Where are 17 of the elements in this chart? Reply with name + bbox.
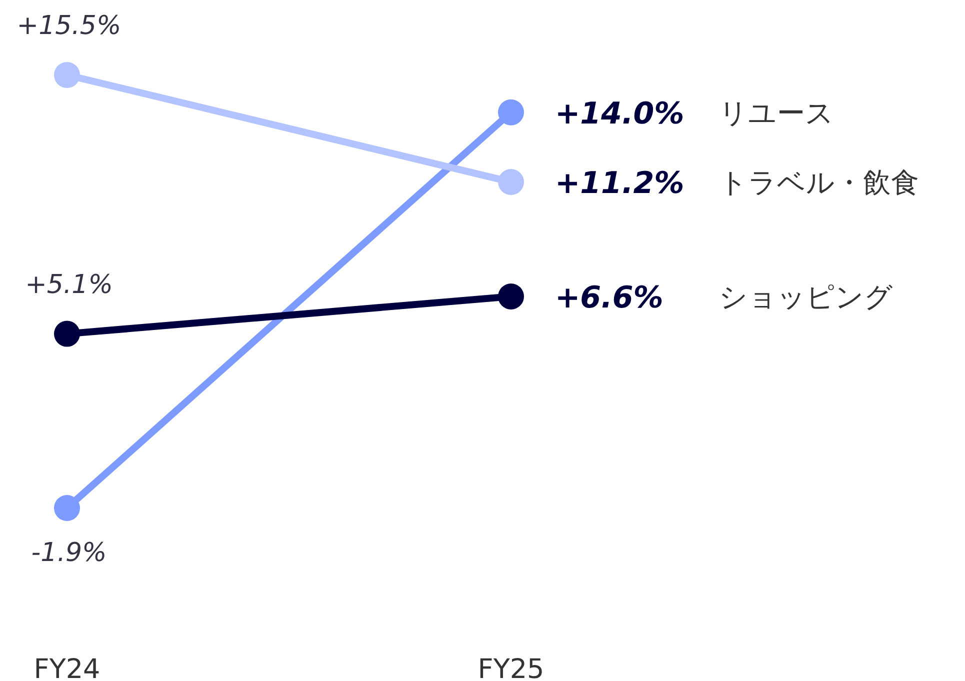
point: [54, 320, 80, 347]
data-label: +11.2%: [555, 166, 684, 202]
data-label: +6.6%: [555, 280, 664, 316]
text: トラベル・飲食: [719, 166, 919, 200]
data-label: +5.1%: [25, 270, 113, 300]
x-tick-label: FY25: [478, 654, 544, 681]
point: [54, 495, 80, 521]
point: [498, 283, 524, 310]
data-label: +14.0%: [555, 96, 684, 132]
point: [498, 99, 524, 126]
data-label: -1.9%: [31, 538, 107, 568]
text: リユース: [719, 96, 834, 130]
x-tick-label: FY24: [34, 654, 100, 681]
point: [498, 169, 524, 196]
point: [54, 62, 80, 88]
data-label: +15.5%: [16, 11, 122, 41]
text: ショッピング: [719, 280, 893, 314]
